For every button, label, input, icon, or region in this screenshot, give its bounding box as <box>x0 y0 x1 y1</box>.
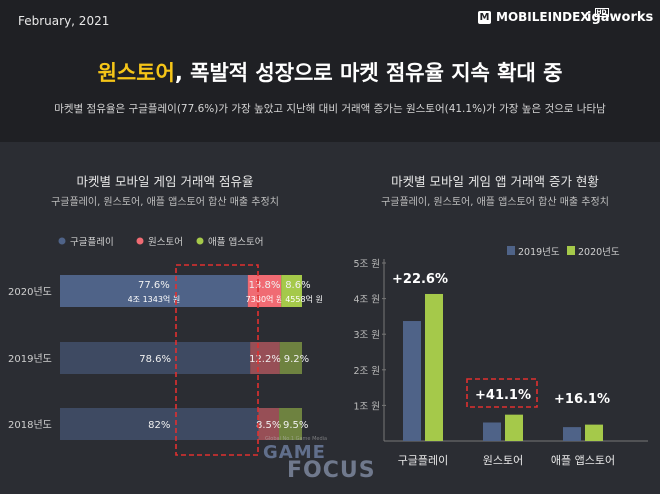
chart1-legend-label-1: 원스토어 <box>148 237 183 248</box>
chart2-ytick-label: 2조 원 <box>353 366 380 377</box>
chart2-legend-swatch-1 <box>567 246 575 255</box>
chart2-category-label: 구글플레이 <box>398 454 449 467</box>
chart2-subtitle: 구글플레이, 원스토어, 애플 앱스토어 합산 매출 추정치 <box>381 196 609 208</box>
chart1-bar-2-1 <box>279 342 302 374</box>
chart1-bar-1-1 <box>250 342 280 374</box>
report-date: February, 2021 <box>18 14 110 28</box>
chart2-ytick-label: 5조 원 <box>353 259 380 270</box>
chart1-category-label: 2019년도 <box>8 353 52 365</box>
chart2-growth-label: +16.1% <box>554 392 610 407</box>
chart1-value-label: 12.2% <box>249 354 281 365</box>
chart2-legend-swatch-0 <box>507 246 515 255</box>
mobileindex-logo: M MOBILEINDEX HD <box>478 7 609 24</box>
mobileindex-icon: M <box>478 10 491 24</box>
chart1-bar-1-2 <box>258 408 280 440</box>
chart1-category-label: 2018년도 <box>8 419 52 431</box>
chart1-bar-2-0 <box>281 275 302 307</box>
chart2-bar-1-0 <box>425 293 443 441</box>
header-band <box>0 0 660 142</box>
chart1-amount-label: 4558억 원 <box>285 294 323 304</box>
chart1-value-label: 8.5% <box>256 420 281 431</box>
chart1-legend-dot-2 <box>196 237 204 245</box>
chart1-value-label: 8.6% <box>285 280 310 291</box>
chart1-bar-2-2 <box>279 408 302 440</box>
chart1-bar-0-2 <box>60 408 259 440</box>
chart2-ytick-label: 1조 원 <box>353 401 380 412</box>
chart1-category-label: 2020년도 <box>8 286 52 298</box>
chart2-bar-1-2 <box>585 424 603 441</box>
headline-highlight: 원스토어 <box>97 61 175 85</box>
chart2-bar-0-2 <box>563 427 581 441</box>
chart1-value-label: 13.8% <box>249 280 281 291</box>
chart1-value-label: 77.6% <box>138 280 170 291</box>
chart1-legend-dot-1 <box>136 237 144 245</box>
chart2-legend-label-0: 2019년도 <box>518 247 560 258</box>
chart2-onestore-highlight <box>466 378 538 408</box>
chart2-growth-label: +22.6% <box>392 272 448 287</box>
chart1-bar-1-0 <box>247 275 282 307</box>
chart1-value-label: 82% <box>148 420 170 431</box>
headline-rest: , 폭발적 성장으로 마켓 점유율 지속 확대 중 <box>174 61 563 85</box>
chart1-value-label: 9.5% <box>283 420 308 431</box>
chart2-bar-0-0 <box>403 321 421 441</box>
chart2-bar-1-1 <box>505 414 523 441</box>
chart2-category-label: 애플 앱스토어 <box>551 454 615 467</box>
page-subtitle: 마켓별 점유율은 구글플레이(77.6%)가 가장 높았고 지난해 대비 거래액… <box>54 103 606 115</box>
chart1-onestore-highlight <box>175 264 259 456</box>
hd-badge: HD <box>594 7 609 17</box>
chart2-ytick-label: 4조 원 <box>353 295 380 306</box>
chart1-amount-label: 4조 1343억 원 <box>128 294 181 304</box>
chart1-value-label: 9.2% <box>284 354 309 365</box>
chart2-legend-label-1: 2020년도 <box>578 247 620 258</box>
chart2-ytick-label: 3조 원 <box>353 330 380 341</box>
mobileindex-text: MOBILEINDEX <box>496 10 590 24</box>
chart2-title: 마켓별 모바일 게임 앱 거래액 증가 현황 <box>391 174 599 189</box>
chart1-amount-label: 7380억 원 <box>246 294 284 304</box>
chart1-title: 마켓별 모바일 게임 거래액 점유율 <box>77 174 254 189</box>
igaworks-logo: igaworks <box>587 10 654 25</box>
chart2-growth-label: +41.1% <box>475 388 531 403</box>
chart2-bar-0-1 <box>483 422 501 441</box>
chart1-legend-label-2: 애플 앱스토어 <box>208 236 263 248</box>
chart1-bar-0-1 <box>60 342 251 374</box>
chart1-value-label: 78.6% <box>139 354 171 365</box>
chart1-subtitle: 구글플레이, 원스토어, 애플 앱스토어 합산 매출 추정치 <box>51 196 279 208</box>
chart1-legend-dot-0 <box>58 237 66 245</box>
chart2-category-label: 원스토어 <box>483 454 523 467</box>
chart1-bar-0-0 <box>60 275 248 307</box>
page-headline: 원스토어, 폭발적 성장으로 마켓 점유율 지속 확대 중 <box>0 57 660 87</box>
chart1-legend-label-0: 구글플레이 <box>70 237 114 248</box>
